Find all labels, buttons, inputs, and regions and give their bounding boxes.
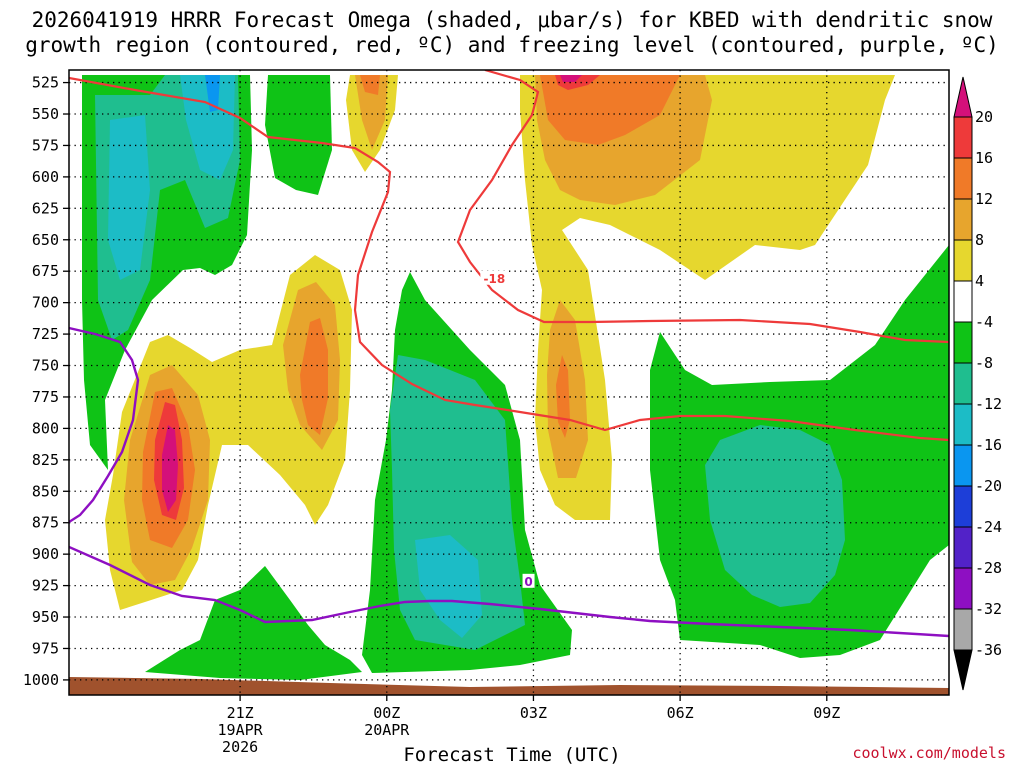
- omega-region-magenta-left: [162, 425, 178, 512]
- chart-title-line1: 2026041919 HRRR Forecast Omega (shaded, …: [31, 8, 993, 32]
- colorbar-label: -32: [975, 600, 1002, 618]
- y-tick-label: 575: [32, 136, 59, 154]
- y-tick-label: 550: [32, 105, 59, 123]
- freezing-level-contours: [69, 326, 949, 638]
- colorbar-top-arrow: [953, 76, 973, 118]
- x-tick-label: 09Z: [813, 704, 840, 722]
- y-tick-label: 875: [32, 514, 59, 532]
- colorbar-swatch: [953, 239, 973, 282]
- x-tick-sublabel: 20APR: [364, 721, 410, 739]
- y-tick-label: 600: [32, 168, 59, 186]
- colorbar: 20 16 12 8 4 -4 -8 -12 -16 -20 -24 -28 -32 -36: [953, 76, 1002, 691]
- colorbar-label: 8: [975, 231, 984, 249]
- omega-shaded-field: [69, 70, 949, 695]
- contour-label: 0: [524, 575, 532, 589]
- x-tick-sublabel: 2026: [222, 738, 258, 756]
- y-tick-label: 900: [32, 545, 59, 563]
- colorbar-label: 12: [975, 190, 993, 208]
- y-tick-label: 825: [32, 451, 59, 469]
- freezing-contour-main: [69, 545, 949, 638]
- omega-region-cyan-middle: [415, 535, 482, 638]
- omega-region-green-upper: [265, 75, 332, 195]
- x-axis-title: Forecast Time (UTC): [403, 744, 621, 766]
- credit-text: coolwx.com/models: [852, 744, 1006, 762]
- colorbar-label: -16: [975, 436, 1002, 454]
- contour-label: -18: [483, 272, 505, 286]
- colorbar-label: -28: [975, 559, 1002, 577]
- y-tick-label: 775: [32, 388, 59, 406]
- contour-labels: -18 0: [480, 270, 535, 589]
- colorbar-label: 16: [975, 149, 993, 167]
- colorbar-swatch: [953, 485, 973, 528]
- omega-region-green-lowleft: [145, 566, 362, 680]
- y-tick-label: 700: [32, 294, 59, 312]
- x-tick-label: 06Z: [667, 704, 694, 722]
- y-tick-label: 750: [32, 357, 59, 375]
- colorbar-label: -24: [975, 518, 1002, 536]
- colorbar-label: -20: [975, 477, 1002, 495]
- dgz-contour-upper: [69, 76, 949, 442]
- y-axis-labels: 525 550 575 600 625 650 675 700 725 750 775 800 825 8…: [23, 74, 69, 689]
- colorbar-swatch: [953, 567, 973, 610]
- omega-region-darkorange-top: [540, 75, 680, 145]
- colorbar-swatch: [953, 116, 973, 159]
- contour-label-background: [480, 270, 509, 285]
- colorbar-label: 20: [975, 108, 993, 126]
- freezing-contour-upper: [69, 326, 140, 524]
- y-tick-label: 650: [32, 231, 59, 249]
- y-tick-label: 800: [32, 419, 59, 437]
- colorbar-bottom-arrow: [953, 649, 973, 691]
- x-tick-label: 03Z: [520, 704, 547, 722]
- pressure-grid: [69, 81, 949, 681]
- contour-label-background: [522, 573, 535, 588]
- x-tick-sublabel: 19APR: [218, 721, 264, 739]
- plot-frame: [68, 69, 950, 696]
- y-tick-label: 950: [32, 608, 59, 626]
- colorbar-swatch: [953, 444, 973, 487]
- omega-region-teal-right: [705, 425, 845, 607]
- x-tick-label: 21Z: [227, 704, 254, 722]
- y-tick-label: 725: [32, 325, 59, 343]
- colorbar-swatch: [953, 321, 973, 364]
- colorbar-label: 4: [975, 272, 984, 290]
- y-tick-label: 525: [32, 74, 59, 92]
- colorbar-swatch: [953, 608, 973, 651]
- y-tick-label: 850: [32, 482, 59, 500]
- colorbar-label: -12: [975, 395, 1002, 413]
- y-tick-label: 675: [32, 262, 59, 280]
- colorbar-swatch: [953, 157, 973, 200]
- colorbar-label: -8: [975, 354, 993, 372]
- dgz-contour-lower: [456, 70, 949, 344]
- colorbar-swatch: [953, 198, 973, 241]
- terrain-surface: [69, 677, 949, 695]
- x-tick-label: 00Z: [373, 704, 400, 722]
- colorbar-swatch: [953, 362, 973, 405]
- omega-region-magenta-top: [560, 75, 582, 82]
- colorbar-swatch: [953, 280, 973, 323]
- colorbar-label: -4: [975, 313, 993, 331]
- omega-region-darkorange-upper-left: [360, 75, 380, 95]
- omega-region-cyan-left2: [180, 75, 235, 180]
- colorbar-swatch: [953, 526, 973, 569]
- chart-title-line2: growth region (contoured, red, ºC) and f…: [25, 33, 999, 57]
- y-tick-label: 925: [32, 577, 59, 595]
- omega-region-orange-upper-left: [355, 75, 388, 150]
- y-tick-label: 625: [32, 199, 59, 217]
- y-tick-label: 975: [32, 639, 59, 657]
- colorbar-swatch: [953, 403, 973, 446]
- dgz-contours: [69, 70, 949, 442]
- omega-region-darkorange-center: [300, 318, 328, 435]
- colorbar-label: -36: [975, 641, 1002, 659]
- y-tick-label: 1000: [23, 671, 59, 689]
- omega-region-cyan-left: [108, 115, 150, 280]
